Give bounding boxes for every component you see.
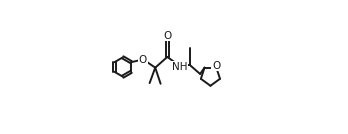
Text: NH: NH: [172, 62, 187, 72]
Text: O: O: [163, 31, 172, 40]
Text: O: O: [212, 61, 221, 71]
Text: O: O: [139, 55, 147, 65]
